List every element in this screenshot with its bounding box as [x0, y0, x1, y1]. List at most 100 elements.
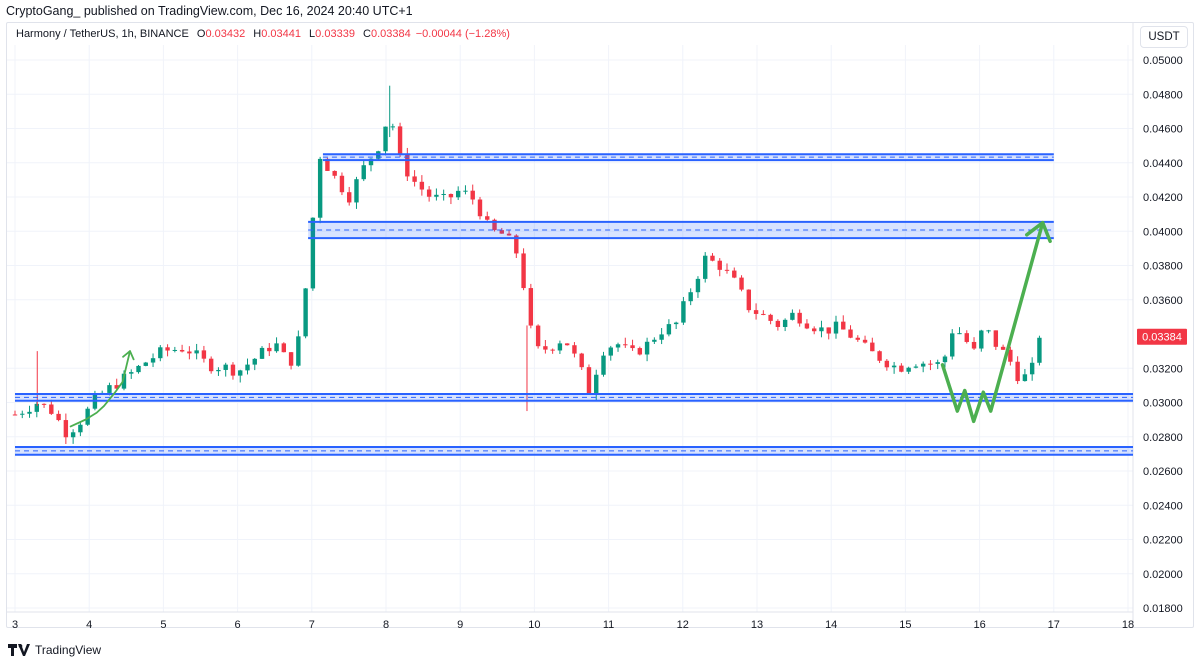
- candle-body: [412, 176, 417, 182]
- candle-body: [703, 255, 708, 279]
- candle-body: [623, 344, 628, 346]
- candle-body: [514, 235, 519, 254]
- candle-body: [935, 362, 940, 364]
- forecast-arrow[interactable]: [940, 220, 1045, 424]
- candle-body: [310, 217, 316, 289]
- candle-body: [194, 350, 199, 354]
- candle-body: [884, 360, 890, 368]
- candle-body: [179, 349, 185, 352]
- change-value: −0.00044 (−1.28%): [415, 28, 510, 40]
- candle-body: [20, 413, 25, 415]
- candle-body: [695, 278, 701, 293]
- candle-body: [666, 324, 672, 335]
- price-axis-label: 0.04000: [1143, 226, 1183, 238]
- time-axis-label: 12: [677, 619, 689, 631]
- candle-body: [564, 343, 570, 346]
- candle-body: [913, 366, 919, 368]
- brand-name: TradingView: [35, 643, 102, 657]
- last-price-tag: [1137, 328, 1187, 345]
- arrow-head-icon: [122, 350, 135, 361]
- candle-body: [34, 403, 39, 412]
- publish-info: CryptoGang_ published on TradingView.com…: [6, 4, 413, 18]
- candle-body: [557, 343, 563, 351]
- candle-body: [303, 288, 308, 337]
- candle-body: [950, 333, 955, 357]
- candle-body: [455, 190, 461, 198]
- time-axis-label: 11: [603, 619, 614, 631]
- time-axis-label: 8: [383, 619, 389, 631]
- resistance-zone-upper[interactable]: [322, 154, 1054, 161]
- candle-body: [267, 347, 272, 352]
- candle-body: [41, 403, 47, 405]
- time-axis-label: 14: [825, 619, 837, 631]
- candle-body: [129, 372, 134, 374]
- candle-body: [855, 337, 860, 340]
- last-price-label: 0.03384: [1142, 332, 1182, 344]
- candle-body: [216, 369, 221, 372]
- candle-body: [201, 350, 207, 359]
- footer-brand: TradingView: [8, 643, 101, 657]
- candle-body: [942, 356, 948, 363]
- candle-body: [688, 292, 693, 302]
- price-axis-label: 0.04600: [1143, 124, 1183, 136]
- price-axis-label: 0.02400: [1143, 500, 1183, 512]
- candle-body: [368, 158, 374, 166]
- candle-body: [448, 193, 454, 198]
- candle-body: [230, 364, 236, 376]
- candle-body: [637, 348, 643, 355]
- candle-body: [1000, 346, 1006, 350]
- price-axis-label: 0.03200: [1143, 363, 1183, 375]
- currency-button[interactable]: USDT: [1140, 26, 1188, 48]
- candle-body: [608, 347, 613, 356]
- candle-body: [361, 165, 366, 180]
- candle-body: [470, 190, 475, 200]
- open-value: 0.03432: [205, 28, 246, 40]
- price-axis-label: 0.04200: [1143, 192, 1183, 204]
- candle-body: [78, 424, 83, 433]
- price-axis-label: 0.02600: [1143, 466, 1183, 478]
- candle-body: [63, 420, 69, 438]
- candle-body: [485, 216, 490, 220]
- candle-body: [753, 310, 759, 314]
- candle-body: [1008, 349, 1013, 362]
- close-label: C: [363, 28, 371, 40]
- symbol-title[interactable]: Harmony / TetherUS, 1h, BINANCE: [16, 28, 189, 40]
- time-axis-label: 4: [86, 619, 92, 631]
- tradingview-logo-icon: [8, 644, 30, 656]
- candle-body: [223, 364, 228, 370]
- candle-body: [768, 314, 773, 321]
- candle-body: [746, 289, 752, 311]
- time-axis-label: 10: [528, 619, 540, 631]
- candle-body: [979, 330, 984, 349]
- candle-body: [397, 126, 403, 155]
- candle-body: [274, 343, 279, 352]
- candle-body: [252, 358, 257, 365]
- price-axis-label: 0.01800: [1143, 603, 1183, 615]
- time-axis-label: 18: [1122, 619, 1134, 631]
- candle-body: [819, 327, 824, 332]
- candle-body: [644, 341, 650, 355]
- candle-body: [717, 260, 722, 270]
- time-axis-label: 13: [751, 619, 763, 631]
- candle-body: [499, 230, 504, 234]
- candle-body: [1015, 361, 1020, 382]
- candle-body: [477, 199, 483, 217]
- candle-body: [790, 312, 795, 320]
- candle-body: [826, 327, 831, 334]
- candle-body: [971, 341, 977, 349]
- price-axis-label: 0.02800: [1143, 432, 1183, 444]
- historic-arrow[interactable]: [69, 350, 131, 428]
- candle-body: [535, 325, 541, 347]
- candle-body: [848, 329, 853, 338]
- candle-body: [775, 320, 781, 327]
- candle-body: [841, 321, 846, 330]
- candle-body: [172, 349, 178, 351]
- candle-body: [107, 385, 112, 393]
- candle-body: [782, 319, 788, 327]
- price-axis-label: 0.03000: [1143, 398, 1183, 410]
- candle-body: [957, 333, 962, 335]
- candle-body: [506, 233, 512, 236]
- candle-body: [920, 363, 926, 367]
- candle-body: [136, 365, 141, 373]
